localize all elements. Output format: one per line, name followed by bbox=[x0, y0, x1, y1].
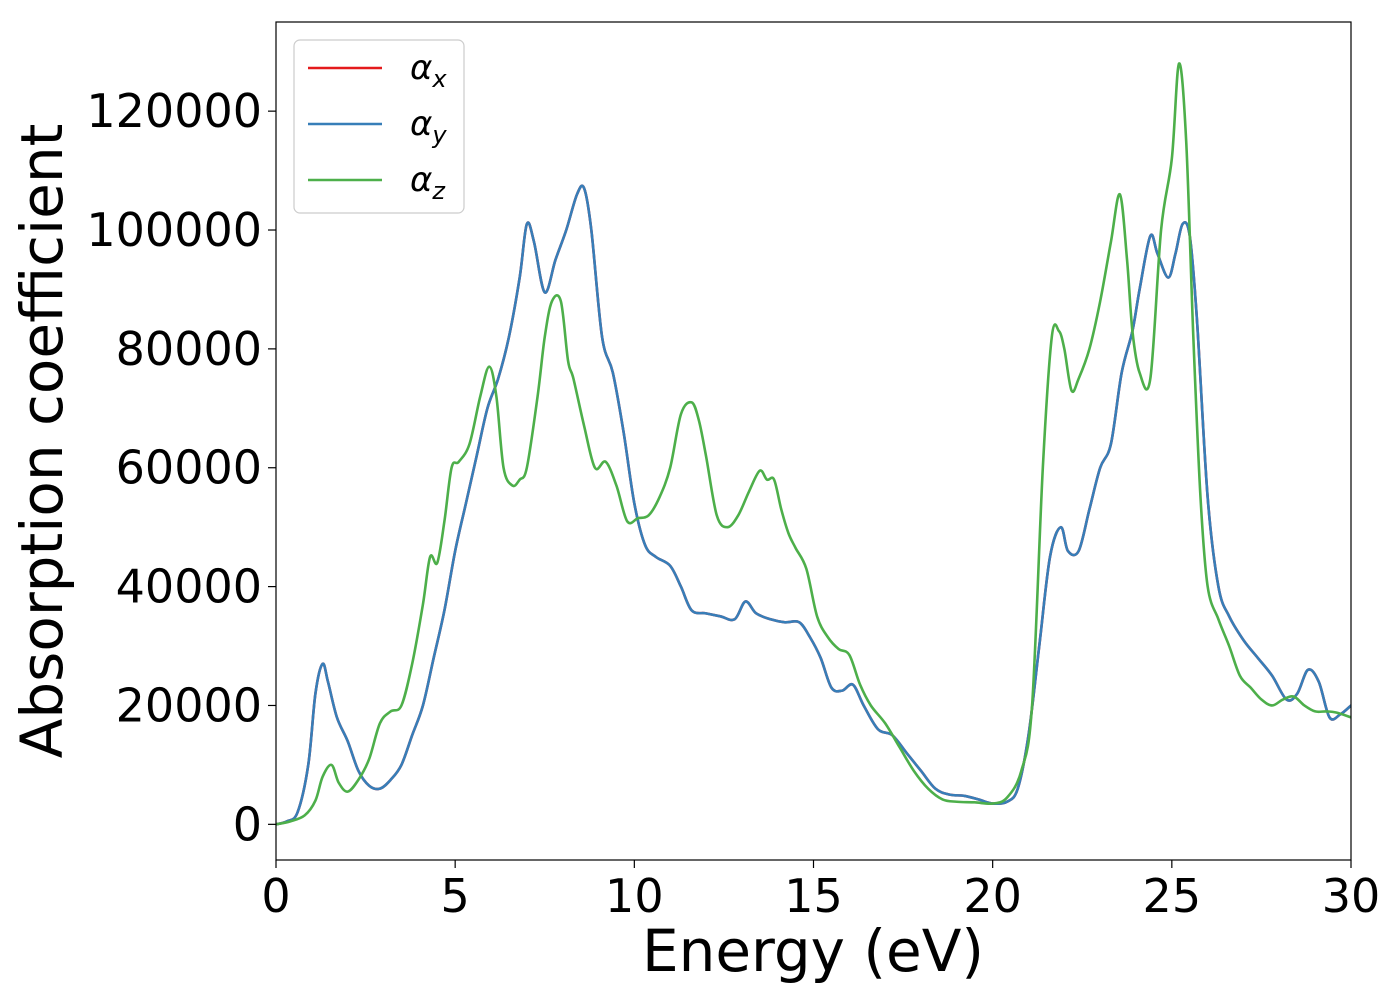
y-axis-title: Absorption coefficient bbox=[8, 124, 76, 759]
x-tick-label: 20 bbox=[963, 869, 1022, 923]
legend: αx αy αz bbox=[293, 39, 465, 214]
x-axis-title: Energy (eV) bbox=[642, 917, 984, 985]
legend-label-y: αy bbox=[410, 104, 447, 149]
x-tick-label: 10 bbox=[605, 869, 664, 923]
series-line-y bbox=[276, 184, 1351, 826]
y-tick-label: 60000 bbox=[116, 441, 262, 495]
legend-label-x: αx bbox=[410, 48, 447, 93]
x-tick-label: 0 bbox=[261, 869, 290, 923]
y-tick-label: 100000 bbox=[86, 203, 262, 257]
legend-box bbox=[293, 39, 465, 214]
y-axis: 0 20000 40000 60000 80000 100000 120000 bbox=[86, 84, 276, 851]
y-tick-label: 80000 bbox=[116, 322, 262, 376]
y-tick-label: 0 bbox=[233, 797, 262, 851]
series-layer bbox=[276, 62, 1351, 826]
x-tick-label: 5 bbox=[441, 869, 470, 923]
legend-label-z: αz bbox=[410, 160, 446, 205]
x-tick-label: 30 bbox=[1322, 869, 1381, 923]
y-tick-label: 40000 bbox=[116, 560, 262, 614]
y-tick-label: 120000 bbox=[86, 84, 262, 138]
x-axis: 0 5 10 15 20 25 30 bbox=[261, 860, 1380, 923]
y-tick-label: 20000 bbox=[116, 678, 262, 732]
x-tick-label: 15 bbox=[784, 869, 843, 923]
x-tick-label: 25 bbox=[1143, 869, 1202, 923]
series-line-z bbox=[276, 62, 1351, 826]
